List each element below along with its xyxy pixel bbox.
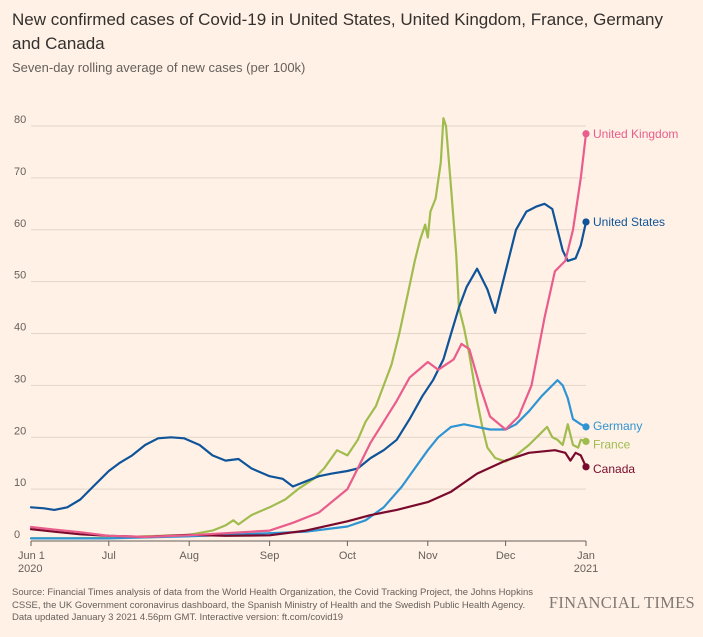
y-tick-label: 30 [14,373,26,385]
y-tick-label: 0 [14,529,20,541]
y-tick-label: 60 [14,218,26,230]
series-end-dot-canada [582,463,590,471]
y-tick-label: 80 [14,114,26,126]
series-line-germany [29,379,588,540]
x-tick-label: Jun 1 [18,550,45,562]
series-end-dot-germany [582,423,590,431]
x-tick-label: Oct [339,550,356,562]
x-tick-label: Dec [496,550,516,562]
x-tick-label: Jan [577,550,595,562]
series-end-dot-united-kingdom [582,130,590,138]
series-label-united-kingdom: United Kingdom [593,127,678,141]
series-labels: France Germany Canada United States United K… [582,127,678,476]
y-tick-label: 20 [14,425,26,437]
y-tick-label: 10 [14,477,26,489]
series-end-dot-united-states [582,218,590,226]
series-line-united-states [29,202,588,511]
series-line-canada [29,449,588,538]
series-label-germany: Germany [593,419,642,433]
series-label-united-states: United States [593,215,665,229]
series-lines [29,117,588,540]
x-tick-sublabel: 2021 [574,563,598,575]
x-tick-label: Nov [418,550,438,562]
source-line-1: Source: Financial Times analysis of data… [12,587,533,598]
chart-title: New confirmed cases of Covid-19 in Unite… [12,10,664,53]
x-tick-label: Sep [260,550,280,562]
chart-subtitle: Seven-day rolling average of new cases (… [12,60,306,75]
y-tick-label: 70 [14,166,26,178]
series-line-united-kingdom [29,132,588,538]
x-tick-sublabel: 2020 [18,563,42,575]
x-tick-label: Aug [179,550,199,562]
y-axis: 0 10 20 30 40 50 60 70 80 [14,114,26,541]
series-label-canada: Canada [593,462,635,476]
source-line-2: CSSE, the UK Government coronavirus dash… [12,599,526,611]
source-note: Source: Financial Times analysis of data… [12,587,552,625]
ft-logo: FINANCIAL TIMES [548,593,695,612]
x-tick-label: Jul [102,550,116,562]
series-label-france: France [593,437,631,451]
y-tick-label: 50 [14,270,26,282]
source-line-3: Data updated January 3 2021 4.56pm GMT. … [12,612,344,623]
series-line-france [29,117,588,540]
gridlines [31,125,586,542]
y-tick-label: 40 [14,322,26,334]
series-end-dot-france [582,437,590,445]
